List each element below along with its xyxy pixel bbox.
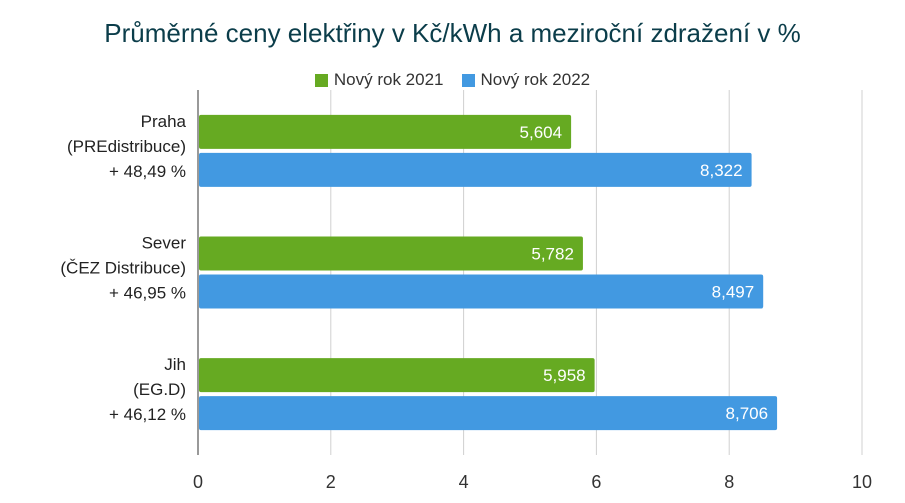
category-label-2-line-1: (EG.D) [133,380,186,399]
x-tick-label-0: 0 [193,472,203,492]
legend-swatch-2022 [461,73,475,87]
bar-2021-2 [199,358,595,393]
bar-2022-0 [199,152,752,187]
category-label-2-line-0: Jih [164,355,186,374]
bar-2022-2 [199,396,778,431]
category-label-0-line-0: Praha [141,112,187,131]
category-label-1-line-1: (ČEZ Distribuce) [60,259,186,278]
bar-label-2022-1: 8,497 [712,283,755,302]
chart-title: Průměrné ceny elektřiny v Kč/kWh a mezir… [104,18,801,48]
legend-item-2021: Nový rok 2021 [314,70,444,90]
legend-swatch-2021 [314,73,328,87]
bar-label-2021-0: 5,604 [520,123,563,142]
category-label-1-line-2: + 46,95 % [109,284,186,303]
x-tick-label-8: 8 [724,472,734,492]
legend-item-2022: Nový rok 2022 [461,70,591,90]
bar-label-2022-2: 8,706 [726,404,769,423]
x-tick-label-4: 4 [459,472,469,492]
bar-label-2021-1: 5,782 [531,245,574,264]
bar-label-2021-2: 5,958 [543,366,586,385]
category-label-1-line-0: Sever [142,234,187,253]
legend-label-2021: Nový rok 2021 [333,70,444,89]
category-label-0-line-1: (PREdistribuce) [67,137,186,156]
x-tick-label-6: 6 [591,472,601,492]
legend-label-2022: Nový rok 2022 [480,70,591,89]
category-label-2-line-2: + 46,12 % [109,405,186,424]
legend: Nový rok 2021 Nový rok 2022 [0,70,905,90]
bar-2021-0 [199,114,572,149]
x-tick-label-2: 2 [326,472,336,492]
bar-2021-1 [199,236,583,271]
bar-label-2022-0: 8,322 [700,161,743,180]
bar-2022-1 [199,274,764,309]
category-label-0-line-2: + 48,49 % [109,162,186,181]
x-tick-label-10: 10 [852,472,872,492]
